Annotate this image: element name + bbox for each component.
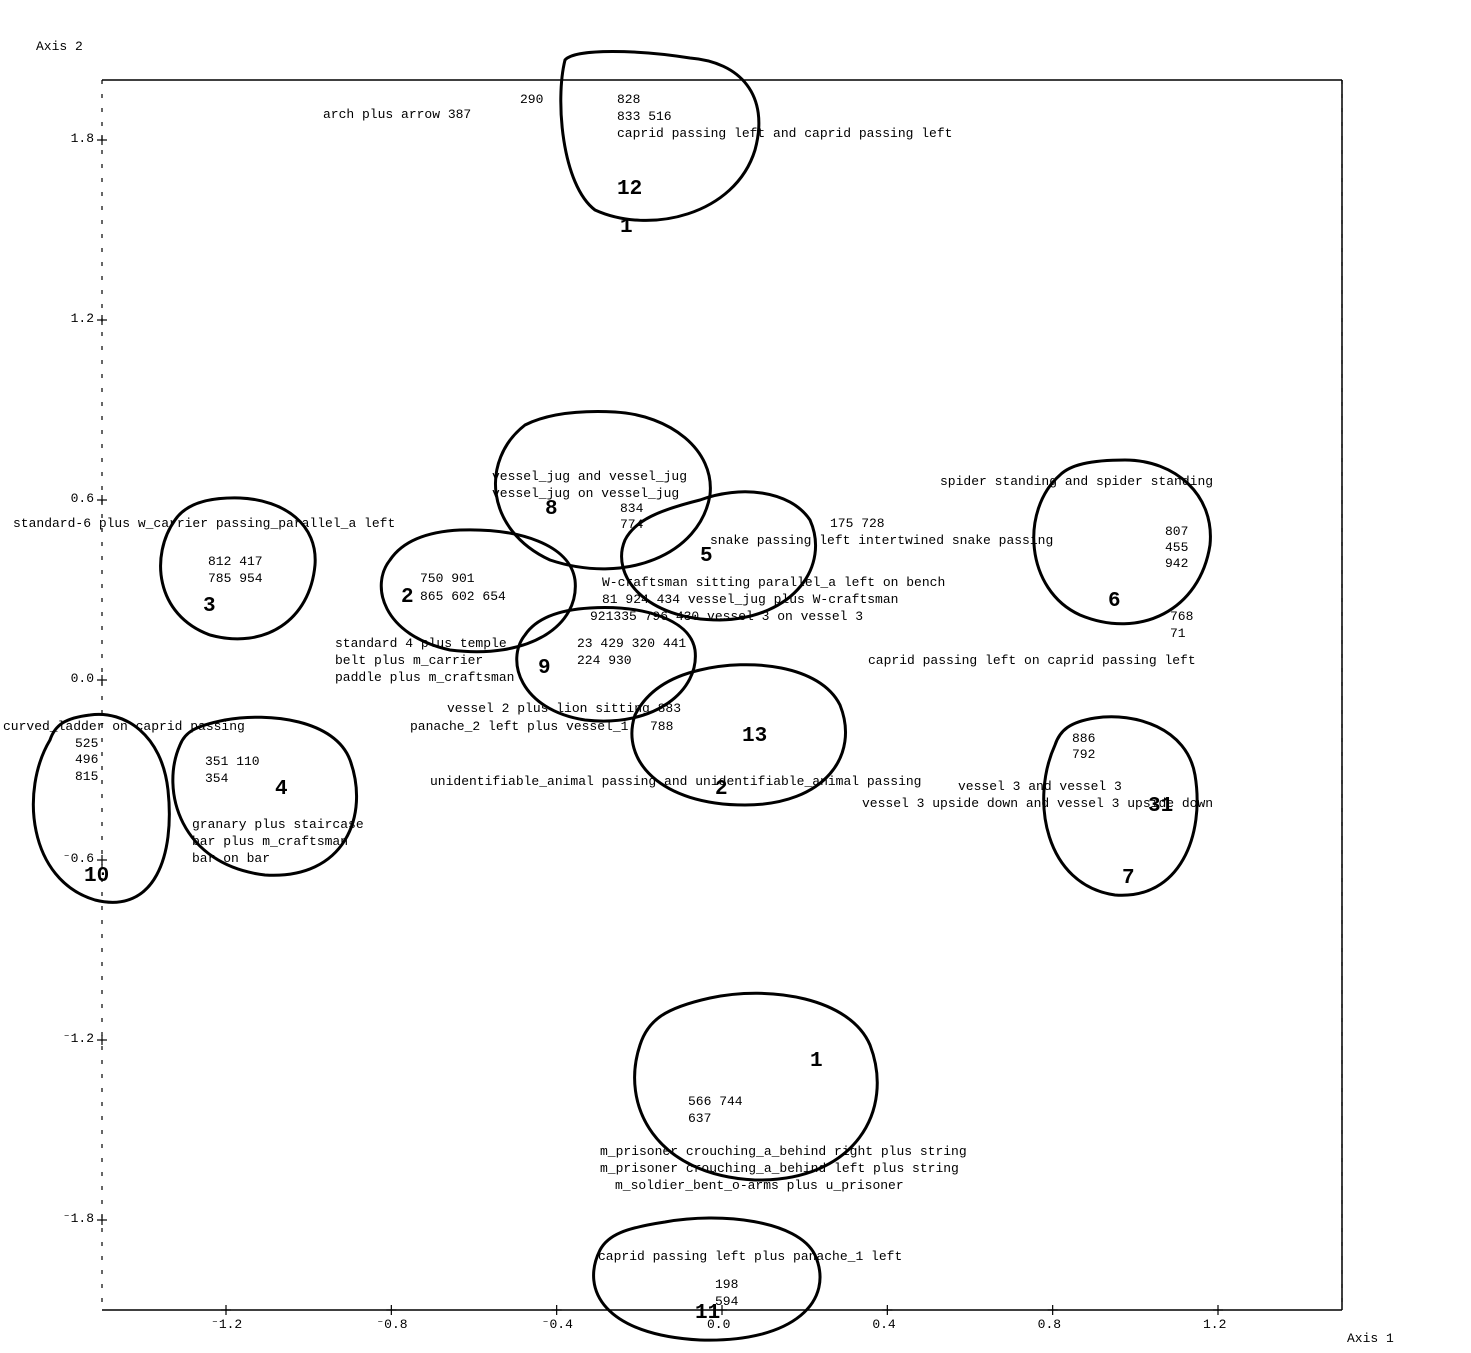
cluster-number-4: 4 (275, 778, 288, 801)
cluster-number-10: 10 (84, 865, 109, 888)
plot-label: 792 (1072, 748, 1095, 762)
plot-label: 566 744 (688, 1095, 743, 1109)
plot-label: snake passing left intertwined snake pas… (710, 534, 1053, 548)
x-tick-label: ⁻0.4 (542, 1318, 573, 1332)
plot-label: 198 (715, 1278, 738, 1292)
y-tick-label: 1.8 (71, 132, 94, 146)
cluster-number-8: 8 (545, 498, 558, 521)
plot-label: 774 (620, 518, 643, 532)
plot-label: standard-6 plus w_carrier passing_parall… (13, 517, 395, 531)
plot-label: 290 (520, 93, 543, 107)
cluster-number-3: 3 (203, 595, 216, 618)
plot-label: 351 110 (205, 755, 260, 769)
plot-label: 807 (1165, 525, 1188, 539)
y-tick-label: ⁻1.2 (63, 1032, 94, 1046)
cluster-number-9: 9 (538, 657, 551, 680)
cluster-number-13: 13 (742, 725, 767, 748)
plot-label: 71 (1170, 627, 1186, 641)
plot-label: caprid passing left plus panache_1 left (598, 1250, 902, 1264)
plot-label: 750 901 (420, 572, 475, 586)
y-tick-label: ⁻1.8 (63, 1212, 94, 1226)
x-tick-label: 0.8 (1038, 1318, 1061, 1332)
plot-label: unidentifiable_animal passing and uniden… (430, 775, 921, 789)
plot-label: caprid passing left on caprid passing le… (868, 654, 1196, 668)
plot-label: standard 4 plus temple (335, 637, 507, 651)
x-tick-label: ⁻0.8 (376, 1318, 407, 1332)
plot-label: W-craftsman sitting parallel_a left on b… (602, 576, 945, 590)
plot-label: 637 (688, 1112, 711, 1126)
plot-label: 788 (650, 720, 673, 734)
plot-label: vessel_jug on vessel_jug (492, 487, 679, 501)
plot-label: 23 429 320 441 (577, 637, 686, 651)
plot-label: 455 (1165, 541, 1188, 555)
plot-label: bar plus m_craftsman (192, 835, 348, 849)
plot-label: 828 (617, 93, 640, 107)
cluster-number-1: 1 (810, 1050, 823, 1073)
plot-label: panache_2 left plus vessel_1 (410, 720, 628, 734)
plot-label: 812 417 (208, 555, 263, 569)
plot-label: caprid passing left and caprid passing l… (617, 127, 952, 141)
plot-label: 594 (715, 1295, 738, 1309)
plot-label: spider standing and spider standing (940, 475, 1213, 489)
cluster-number-5: 5 (700, 545, 713, 568)
plot-label: 815 (75, 770, 98, 784)
x-tick-label: ⁻1.2 (211, 1318, 242, 1332)
plot-label: 865 602 654 (420, 590, 506, 604)
plot-label: 496 (75, 753, 98, 767)
plot-label: 886 (1072, 732, 1095, 746)
plot-label: 224 930 (577, 654, 632, 668)
plot-label: vessel 3 and vessel 3 (958, 780, 1122, 794)
plot-label: bar on bar (192, 852, 270, 866)
plot-label: belt plus m_carrier (335, 654, 483, 668)
plot-label: 942 (1165, 557, 1188, 571)
cluster-number-7: 7 (1122, 867, 1135, 890)
axis2-label: Axis 2 (36, 40, 83, 54)
plot-label: 785 954 (208, 572, 263, 586)
plot-label: vessel_jug and vessel_jug (492, 470, 687, 484)
cluster-number-6: 6 (1108, 590, 1121, 613)
plot-label: 833 516 (617, 110, 672, 124)
plot-label: 175 728 (830, 517, 885, 531)
plot-label: granary plus staircase (192, 818, 364, 832)
cluster-number-2: 2 (401, 586, 414, 609)
plot-label: curved_ladder on caprid passing (3, 720, 245, 734)
plot-label: 834 (620, 502, 643, 516)
cluster-number-1a: 1 (620, 216, 633, 239)
x-tick-label: 0.4 (872, 1318, 895, 1332)
plot-label: 768 (1170, 610, 1193, 624)
x-tick-label: 1.2 (1203, 1318, 1226, 1332)
plot-label: m_soldier_bent_o-arms plus u_prisoner (615, 1179, 904, 1193)
plot-label: arch plus arrow 387 (323, 108, 471, 122)
axis1-label: Axis 1 (1347, 1332, 1394, 1346)
y-tick-label: 0.0 (71, 672, 94, 686)
y-tick-label: 0.6 (71, 492, 94, 506)
plot-label: vessel 3 upside down and vessel 3 upside… (862, 797, 1213, 811)
scatter-plot: ⁻1.8⁻1.2⁻0.60.00.61.21.8⁻1.2⁻0.8⁻0.40.00… (0, 0, 1471, 1353)
plot-label: 525 (75, 737, 98, 751)
cluster-number-12: 12 (617, 178, 642, 201)
y-tick-label: 1.2 (71, 312, 94, 326)
plot-label: 81 924 434 vessel_jug plus W-craftsman (602, 593, 898, 607)
plot-label: vessel 2 plus lion sitting 883 (447, 702, 681, 716)
plot-label: paddle plus m_craftsman (335, 671, 514, 685)
plot-label: 354 (205, 772, 228, 786)
plot-label: m_prisoner crouching_a_behind right plus… (600, 1145, 967, 1159)
plot-label: m_prisoner crouching_a_behind left plus … (600, 1162, 959, 1176)
plot-label: 921335 796 430 vessel 3 on vessel 3 (590, 610, 863, 624)
